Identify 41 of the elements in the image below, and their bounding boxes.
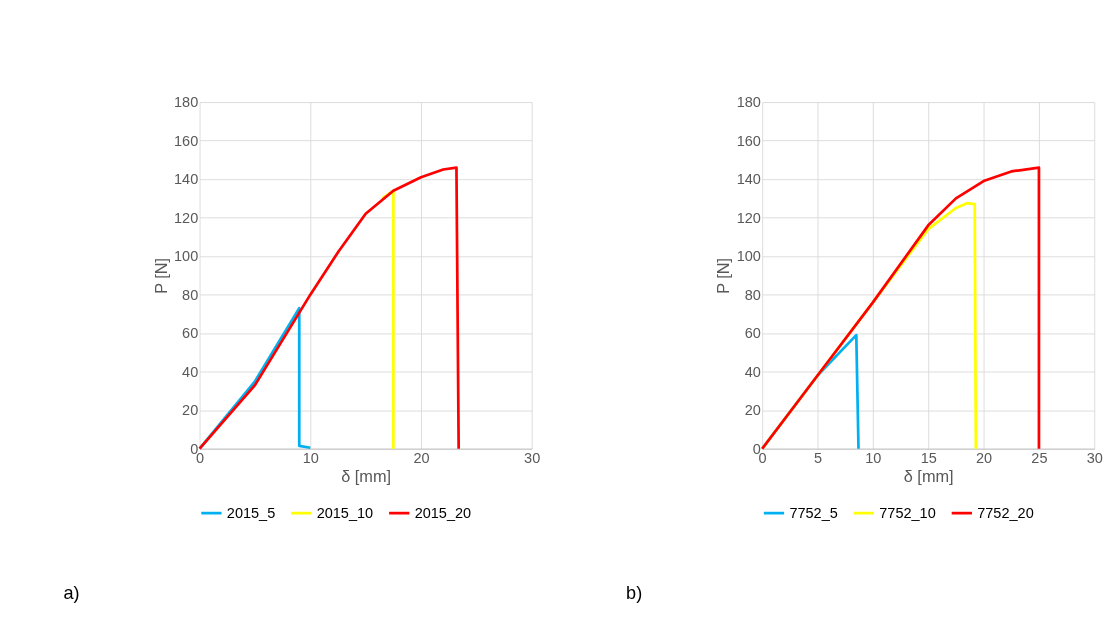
x-axis-title: δ [mm] <box>341 466 392 485</box>
y-axis-title: P [N] <box>151 257 170 294</box>
y-tick-label: 120 <box>736 209 761 226</box>
y-tick-label: 20 <box>182 402 199 419</box>
y-tick-label: 40 <box>182 363 199 380</box>
x-tick-label: 20 <box>975 449 993 466</box>
x-axis-title: δ [mm] <box>903 466 954 485</box>
y-tick-label: 120 <box>174 209 199 226</box>
y-tick-label: 100 <box>736 248 761 265</box>
y-tick-label: 60 <box>182 325 199 342</box>
legend-label: 2015_5 <box>226 504 276 521</box>
text: a) <box>63 583 80 604</box>
x-tick-label: 10 <box>302 449 319 466</box>
legend-label: 2015_10 <box>316 504 374 521</box>
legend-label: 7752_5 <box>789 504 838 521</box>
legend-label: 2015_20 <box>414 504 472 521</box>
y-tick-label: 100 <box>174 248 199 265</box>
line-series <box>760 166 1041 451</box>
x-tick-label: 20 <box>413 449 430 466</box>
y-tick-label: 180 <box>174 94 199 111</box>
text: b) <box>626 583 643 604</box>
x-tick-label: 30 <box>524 449 541 466</box>
y-tick-label: 180 <box>736 94 761 111</box>
x-tick-label: 15 <box>920 449 937 466</box>
y-tick-label: 60 <box>744 325 761 342</box>
y-tick-label: 80 <box>182 286 199 303</box>
x-tick-label: 5 <box>813 449 823 466</box>
y-tick-label: 140 <box>736 171 761 188</box>
y-tick-label: 160 <box>174 132 199 149</box>
x-tick-label: 30 <box>1086 449 1103 466</box>
line-series <box>198 166 461 451</box>
y-tick-label: 40 <box>744 363 761 380</box>
y-tick-label: 160 <box>736 132 761 149</box>
y-tick-label: 140 <box>174 171 199 188</box>
x-tick-label: 10 <box>865 449 882 466</box>
legend-label: 7752_20 <box>977 504 1034 521</box>
y-axis-title: P [N] <box>714 257 733 294</box>
y-tick-label: 20 <box>744 402 761 419</box>
y-tick-label: 80 <box>744 286 761 303</box>
legend-label: 7752_10 <box>879 504 936 521</box>
x-tick-label: 25 <box>1031 449 1048 466</box>
